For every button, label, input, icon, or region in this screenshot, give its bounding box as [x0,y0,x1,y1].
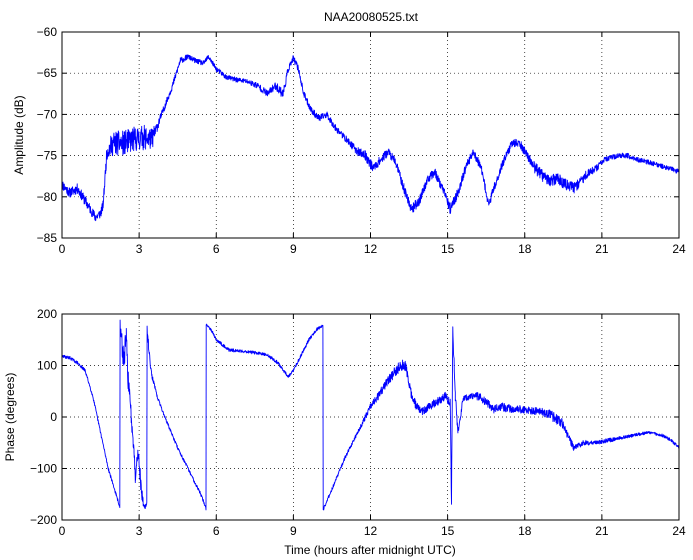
x-axis-label: Time (hours after midnight UTC) [284,543,456,557]
y-axis-label: Phase (degrees) [3,373,17,462]
x-tick-label: 15 [441,242,455,256]
x-tick-label: 9 [290,524,297,538]
x-tick-label: 3 [136,242,143,256]
amplitude-series [62,54,679,222]
y-tick-label: −75 [37,149,58,163]
y-tick-label: −85 [37,231,58,245]
grid [62,32,679,238]
chart-title: NAA20080525.txt [324,10,419,24]
amplitude-panel: NAA20080525.txt 0 3 6 9 12 15 18 21 24 −85 −80 −75… [12,10,686,256]
x-tick-label: 3 [136,524,143,538]
x-tick-label: 0 [59,242,66,256]
x-tick-label: 9 [290,242,297,256]
series-line [62,54,679,222]
x-tick-label: 6 [213,242,220,256]
y-tick-label: 200 [37,307,57,321]
x-tick-label: 18 [518,242,532,256]
phase-panel: 0 3 6 9 12 15 18 21 24 −200 −100 0 100 200 Time (hou… [3,307,686,557]
y-tick-label: −70 [37,107,58,121]
y-tick-label: −80 [37,190,58,204]
plot-area [62,32,679,238]
x-tick-label: 21 [595,524,609,538]
y-tick-label: −65 [37,66,58,80]
x-tick-label: 24 [672,242,686,256]
x-tick-label: 18 [518,524,532,538]
phase-series [62,319,679,511]
y-tick-label: −200 [30,513,57,527]
x-tick-label: 12 [364,242,378,256]
y-tick-label: −100 [30,462,57,476]
y-tick-label: 0 [50,410,57,424]
x-tick-label: 0 [59,524,66,538]
series-line [62,319,679,511]
x-tick-label: 12 [364,524,378,538]
y-tick-labels: −200 −100 0 100 200 [30,307,57,527]
x-tick-labels: 0 3 6 9 12 15 18 21 24 [59,242,686,256]
x-tick-label: 24 [672,524,686,538]
y-tick-labels: −85 −80 −75 −70 −65 −60 [37,25,58,245]
y-axis-label: Amplitude (dB) [12,95,26,174]
x-tick-label: 15 [441,524,455,538]
y-tick-label: −60 [37,25,58,39]
x-tick-labels: 0 3 6 9 12 15 18 21 24 [59,524,686,538]
grid [62,314,679,520]
y-tick-label: 100 [37,359,57,373]
ticks [61,313,680,521]
x-tick-label: 6 [213,524,220,538]
x-tick-label: 21 [595,242,609,256]
ticks [61,31,680,239]
